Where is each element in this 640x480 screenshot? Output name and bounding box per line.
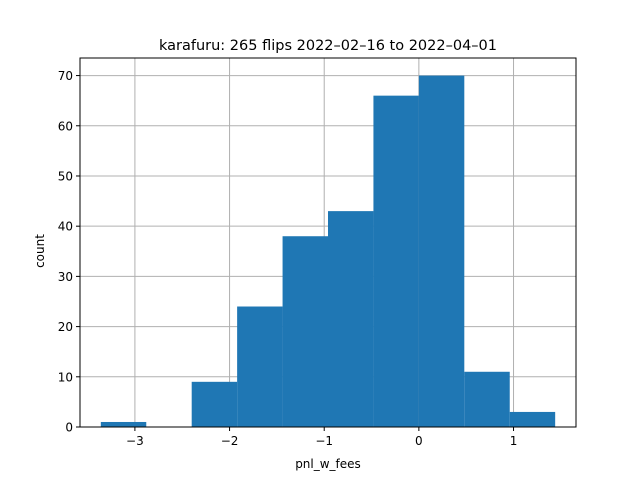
- histogram-bar: [282, 236, 328, 427]
- histogram-bar: [191, 381, 238, 427]
- y-tick-label: 30: [58, 270, 73, 284]
- y-tick-label: 40: [58, 220, 73, 234]
- histogram-bar: [418, 75, 465, 428]
- x-axis-label: pnl_w_fees: [295, 457, 361, 471]
- y-tick-label: 0: [65, 421, 73, 435]
- x-tick-label: −3: [126, 434, 144, 448]
- x-tick-label: −2: [221, 434, 239, 448]
- histogram-bar: [237, 306, 283, 427]
- plot-frame: [79, 57, 577, 428]
- y-tick-label: 50: [58, 169, 73, 183]
- histogram-bar: [100, 421, 147, 427]
- x-tick-label: −1: [315, 434, 333, 448]
- x-tick-label: 1: [510, 434, 518, 448]
- y-tick-label: 10: [58, 370, 73, 384]
- x-tick-label: 0: [415, 434, 423, 448]
- histogram-bar: [328, 211, 374, 427]
- histogram-bar: [373, 95, 419, 427]
- chart-title: karafuru: 265 flips 2022–02–16 to 2022–0…: [159, 38, 497, 54]
- y-tick-label: 60: [58, 119, 73, 133]
- histogram-bar: [509, 411, 556, 427]
- histogram-bar: [464, 371, 510, 427]
- y-tick-label: 70: [58, 69, 73, 83]
- y-tick-label: 20: [58, 320, 73, 334]
- y-axis-label: count: [33, 234, 47, 268]
- histogram-bars: [100, 75, 556, 428]
